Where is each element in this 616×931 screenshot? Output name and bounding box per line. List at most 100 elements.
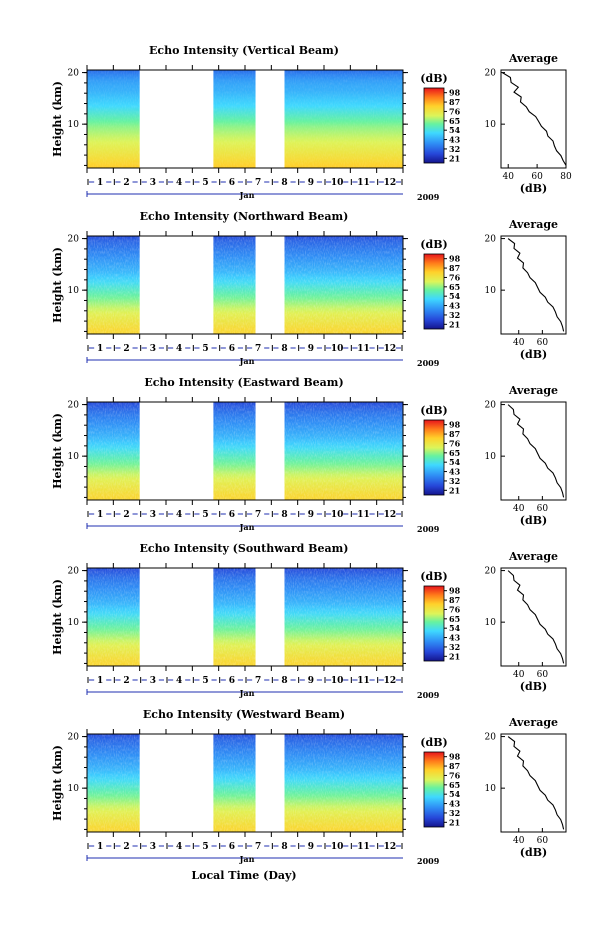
panel-title: Echo Intensity (Westward Beam) <box>143 708 345 721</box>
avg-x-label: (dB) <box>520 846 547 859</box>
x-day-label: 10 <box>331 676 344 686</box>
y-tick-label: 10 <box>68 286 80 296</box>
colorbar-tick-label: 54 <box>449 291 461 301</box>
colorbar-tick-label: 21 <box>449 651 460 661</box>
colorbar-tick-label: 54 <box>449 125 461 135</box>
colorbar-label: (dB) <box>420 238 447 251</box>
x-day-label: 5 <box>202 510 208 520</box>
heatmap-texture <box>213 568 256 666</box>
panel-eastward: Echo Intensity (Eastward Beam) 10 20 Height… <box>51 376 567 534</box>
y-tick-label: 10 <box>68 452 80 462</box>
x-day-label: 1 <box>97 842 103 852</box>
x-day-label: 8 <box>281 510 287 520</box>
avg-x-label: (dB) <box>520 514 547 527</box>
heatmap-texture <box>213 70 256 168</box>
x-day-label: 7 <box>255 510 261 520</box>
x-day-label: 11 <box>357 510 370 520</box>
colorbar-tick-label: 76 <box>449 272 461 282</box>
avg-y-tick-label: 10 <box>485 784 497 794</box>
avg-y-tick-label: 20 <box>485 401 497 411</box>
x-day-label: 7 <box>255 344 261 354</box>
x-day-label: 12 <box>384 510 397 520</box>
colorbar-tick-label: 98 <box>449 88 461 98</box>
colorbar-tick-label: 65 <box>449 448 460 458</box>
x-day-label: 9 <box>308 842 314 852</box>
colorbar-tick-label: 54 <box>449 457 461 467</box>
avg-y-tick-label: 10 <box>485 452 497 462</box>
x-year-label: 2009 <box>417 192 440 202</box>
colorbar-label: (dB) <box>420 736 447 749</box>
x-month-label: Jan <box>239 356 255 366</box>
avg-x-tick-label: 40 <box>513 670 525 680</box>
x-day-label: 3 <box>150 178 156 188</box>
colorbar-label: (dB) <box>420 404 447 417</box>
x-day-label: 5 <box>202 344 208 354</box>
avg-y-tick-label: 20 <box>485 235 497 245</box>
colorbar-tick-label: 54 <box>449 623 461 633</box>
colorbar <box>423 419 445 496</box>
colorbar-tick-label: 87 <box>449 595 460 605</box>
avg-title: Average <box>508 716 558 729</box>
x-day-label: 7 <box>255 676 261 686</box>
avg-x-tick-label: 40 <box>502 172 514 182</box>
colorbar-tick-label: 87 <box>449 761 460 771</box>
y-tick-label: 20 <box>68 235 80 245</box>
colorbar-tick-label: 87 <box>449 429 460 439</box>
panel-northward: Echo Intensity (Northward Beam) 10 20 Heigh… <box>51 210 567 368</box>
colorbar-tick-label: 43 <box>449 301 461 311</box>
x-day-label: 10 <box>331 510 344 520</box>
avg-x-tick-label: 40 <box>513 836 525 846</box>
colorbar-tick-label: 65 <box>449 116 460 126</box>
heatmap-texture <box>284 402 403 500</box>
heatmap-texture <box>87 70 140 168</box>
x-day-label: 6 <box>229 510 235 520</box>
x-day-label: 10 <box>331 344 344 354</box>
avg-y-tick-label: 20 <box>485 69 497 79</box>
x-day-label: 10 <box>331 178 344 188</box>
y-tick-label: 20 <box>68 401 80 411</box>
y-tick-label: 10 <box>68 120 80 130</box>
x-day-label: 1 <box>97 178 103 188</box>
x-day-label: 12 <box>384 178 397 188</box>
colorbar-tick-label: 43 <box>449 799 461 809</box>
x-day-label: 8 <box>281 676 287 686</box>
colorbar <box>423 253 445 330</box>
avg-title: Average <box>508 218 558 231</box>
x-day-label: 8 <box>281 842 287 852</box>
x-day-label: 3 <box>150 842 156 852</box>
x-day-label: 2 <box>123 842 129 852</box>
colorbar-tick-label: 76 <box>449 438 461 448</box>
x-day-label: 6 <box>229 842 235 852</box>
x-day-label: 3 <box>150 676 156 686</box>
heatmap-texture <box>213 236 256 334</box>
panel-title: Echo Intensity (Eastward Beam) <box>144 376 343 389</box>
x-day-label: 2 <box>123 510 129 520</box>
avg-x-tick-label: 60 <box>531 172 543 182</box>
x-month-label: Jan <box>239 190 255 200</box>
colorbar-tick-label: 98 <box>449 586 461 596</box>
y-axis-label: Height (km) <box>51 81 64 157</box>
x-day-label: 8 <box>281 344 287 354</box>
colorbar-label: (dB) <box>420 72 447 85</box>
heatmap-texture <box>213 402 256 500</box>
x-month-label: Jan <box>239 688 255 698</box>
avg-x-label: (dB) <box>520 182 547 195</box>
colorbar-tick-label: 76 <box>449 770 461 780</box>
colorbar-tick-label: 65 <box>449 614 460 624</box>
x-day-label: 9 <box>308 510 314 520</box>
x-day-label: 5 <box>202 178 208 188</box>
panel-westward: Echo Intensity (Westward Beam) 10 20 Height… <box>51 708 567 866</box>
colorbar-tick-label: 76 <box>449 106 461 116</box>
x-day-label: 6 <box>229 676 235 686</box>
colorbar-tick-label: 32 <box>449 642 460 652</box>
heatmap-texture <box>213 734 256 832</box>
y-tick-label: 10 <box>68 618 80 628</box>
avg-frame <box>500 235 567 335</box>
colorbar-tick-label: 21 <box>449 319 460 329</box>
heatmap-texture <box>87 402 140 500</box>
avg-y-tick-label: 10 <box>485 120 497 130</box>
avg-profile-line <box>507 404 565 498</box>
panel-title: Echo Intensity (Northward Beam) <box>140 210 349 223</box>
x-day-label: 3 <box>150 344 156 354</box>
